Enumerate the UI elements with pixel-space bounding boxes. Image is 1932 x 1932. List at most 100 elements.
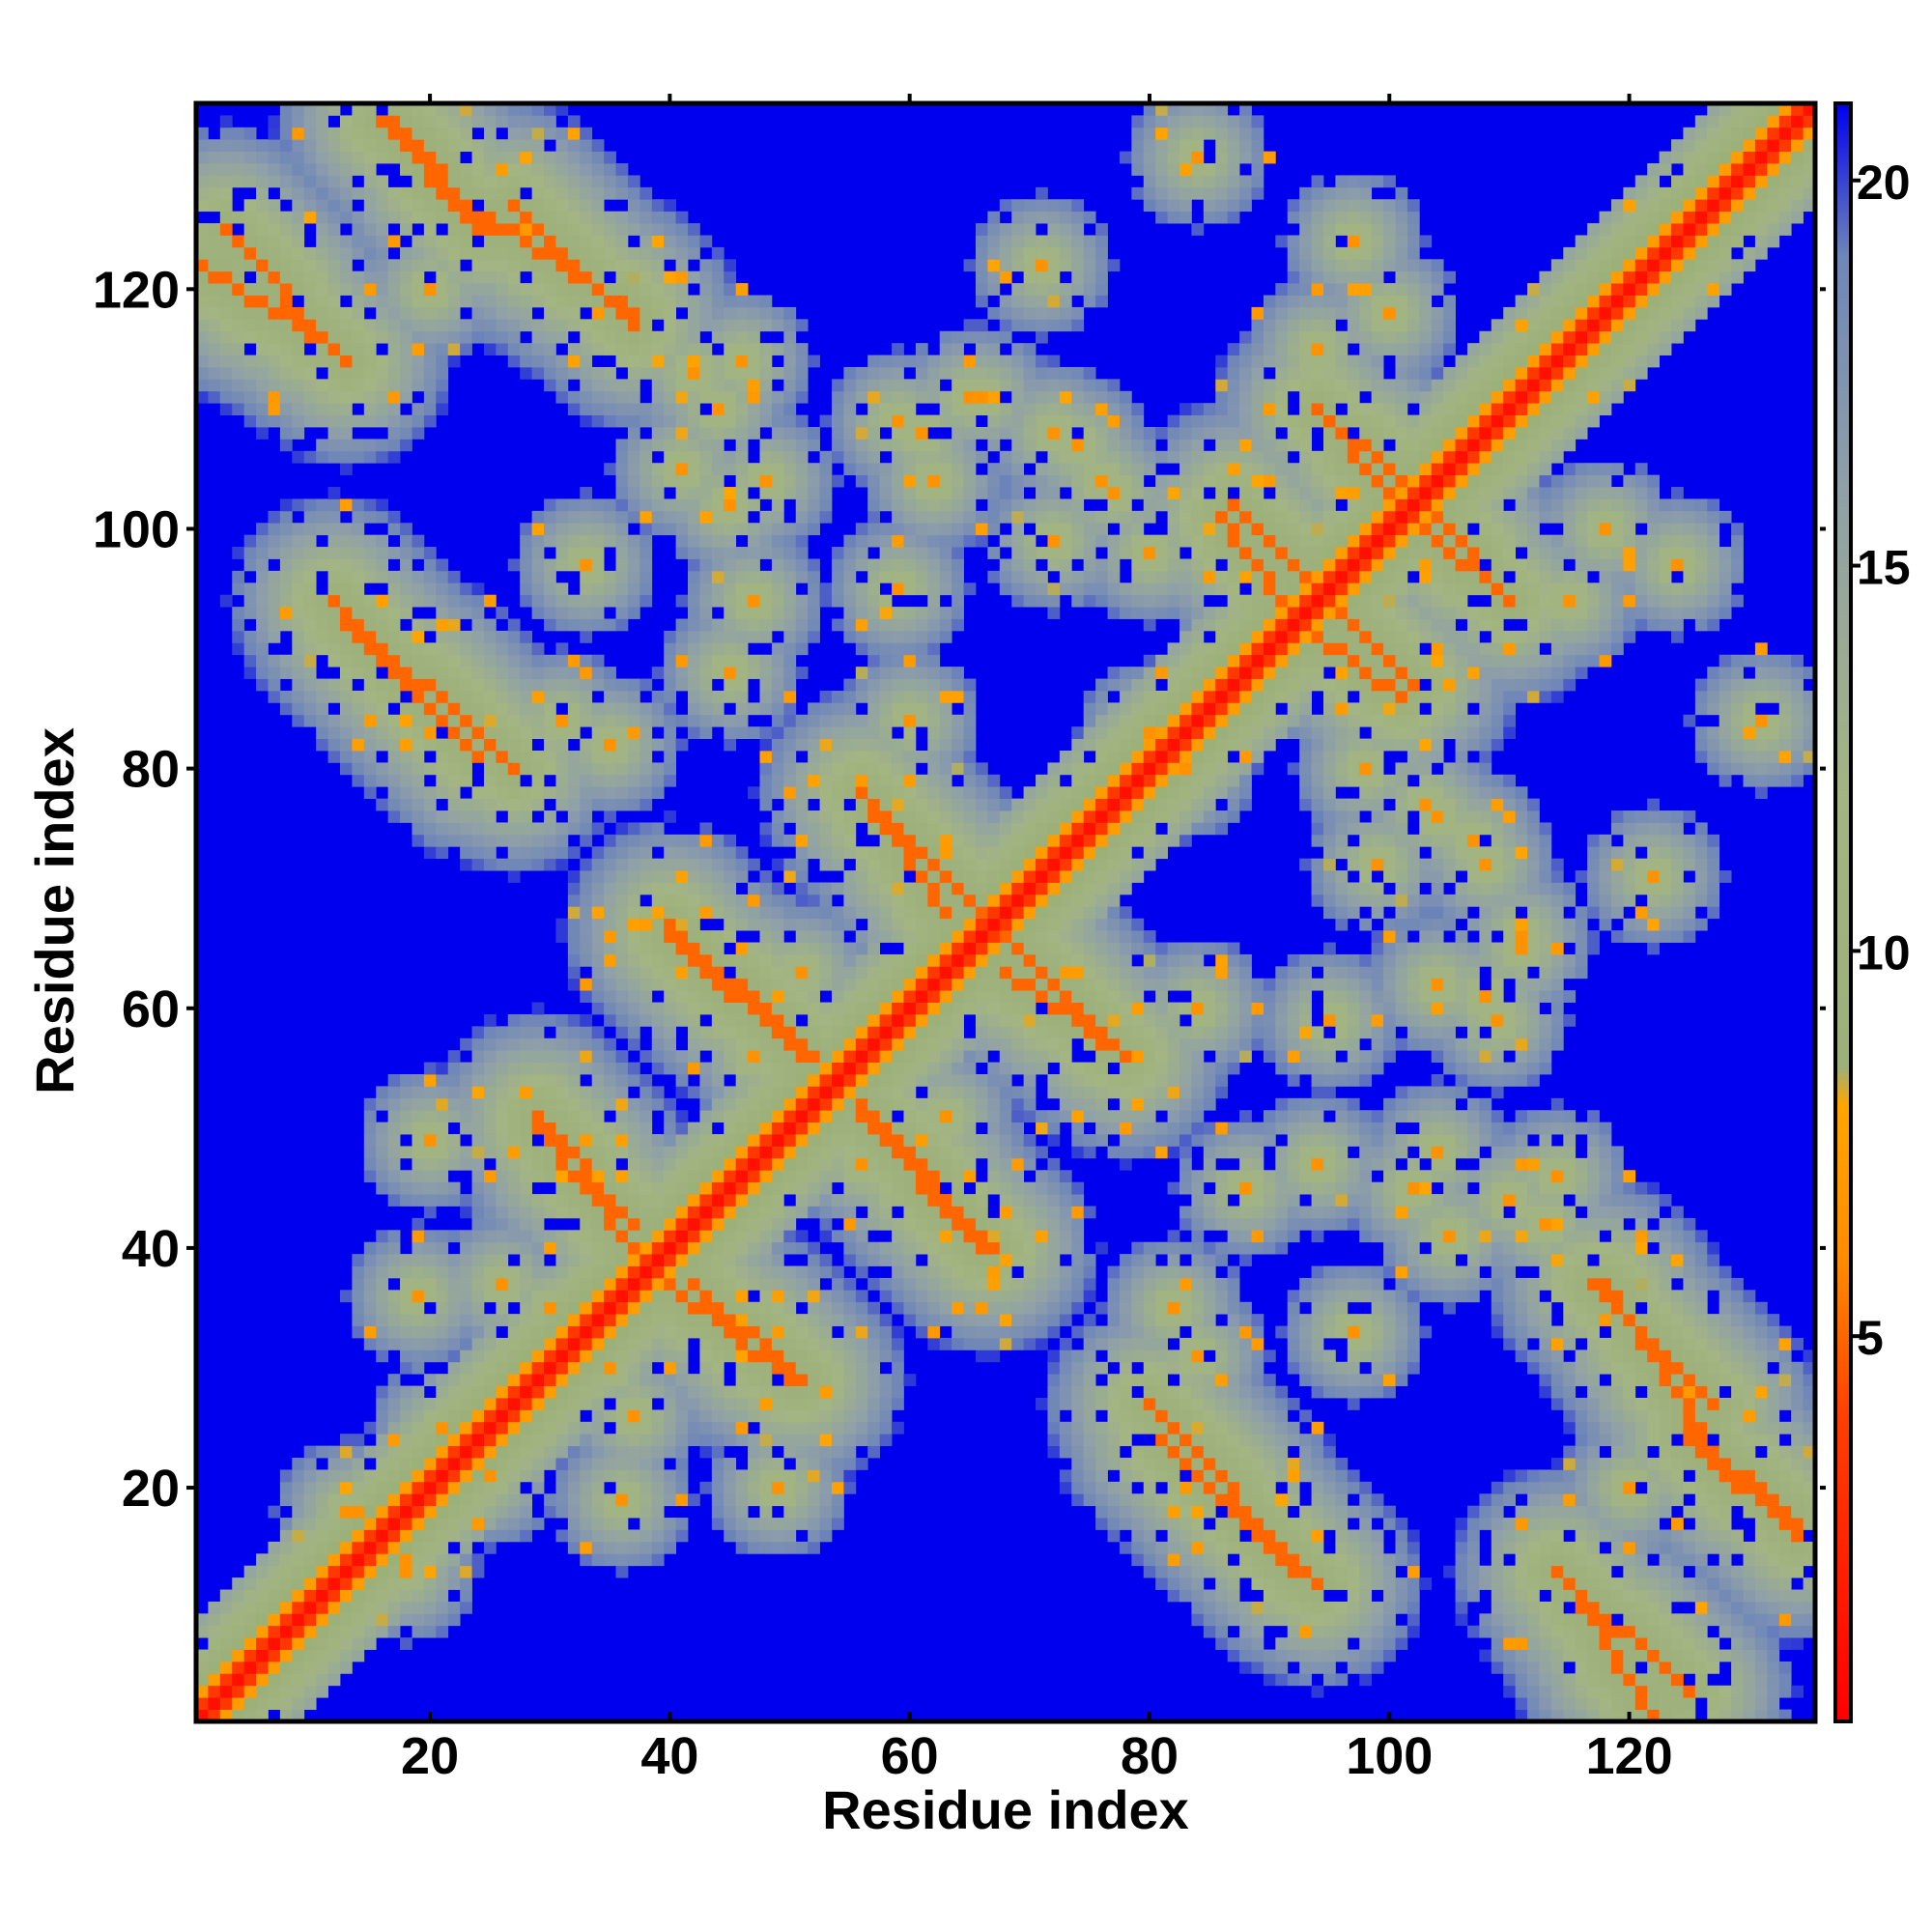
heatmap-cell bbox=[724, 642, 737, 656]
heatmap-cell bbox=[555, 1301, 569, 1315]
heatmap-cell bbox=[412, 1553, 425, 1567]
heatmap-cell bbox=[555, 1398, 569, 1410]
heatmap-cell bbox=[520, 594, 533, 608]
heatmap-cell bbox=[447, 1481, 461, 1494]
heatmap-cell bbox=[339, 246, 353, 260]
heatmap-cell bbox=[843, 953, 857, 967]
heatmap-cell bbox=[567, 1529, 581, 1543]
heatmap-cell bbox=[783, 570, 797, 583]
heatmap-cell bbox=[352, 702, 365, 716]
heatmap-cell bbox=[699, 1157, 713, 1171]
heatmap-cell bbox=[748, 343, 760, 355]
heatmap-cell bbox=[735, 450, 749, 464]
heatmap-cell bbox=[327, 558, 341, 572]
heatmap-cell bbox=[867, 474, 881, 488]
heatmap-cell bbox=[651, 930, 665, 943]
heatmap-cell bbox=[447, 1458, 461, 1470]
heatmap-cell bbox=[327, 439, 341, 452]
heatmap-cell bbox=[483, 1110, 497, 1123]
heatmap-cell bbox=[664, 1301, 676, 1315]
heatmap-cell bbox=[316, 295, 328, 308]
heatmap-cell bbox=[507, 1434, 521, 1447]
heatmap-cell bbox=[819, 738, 833, 752]
heatmap-cell bbox=[243, 223, 257, 236]
heatmap-cell bbox=[748, 1385, 760, 1399]
heatmap-cell bbox=[892, 1097, 904, 1111]
heatmap-cell bbox=[316, 714, 328, 727]
heatmap-cell bbox=[664, 498, 676, 512]
heatmap-cell bbox=[447, 714, 461, 727]
heatmap-cell bbox=[507, 1037, 521, 1051]
heatmap-cell bbox=[748, 607, 760, 619]
heatmap-cell bbox=[699, 1398, 713, 1410]
heatmap-cell bbox=[507, 1134, 521, 1147]
heatmap-cell bbox=[555, 534, 569, 548]
heatmap-cell bbox=[627, 702, 640, 716]
heatmap-cell bbox=[867, 582, 881, 596]
heatmap-cell bbox=[243, 1637, 257, 1650]
heatmap-cell bbox=[376, 1505, 389, 1519]
heatmap-cell bbox=[675, 918, 689, 931]
heatmap-cell bbox=[471, 1110, 485, 1123]
heatmap-cell bbox=[664, 1122, 676, 1135]
heatmap-cell bbox=[520, 1350, 533, 1363]
heatmap-cell bbox=[303, 1637, 317, 1650]
heatmap-cell bbox=[496, 654, 509, 668]
heatmap-cell bbox=[243, 1709, 257, 1722]
heatmap-cell bbox=[724, 487, 737, 499]
heatmap-cell bbox=[279, 702, 293, 716]
heatmap-cell bbox=[352, 1434, 365, 1447]
heatmap-cell bbox=[615, 1217, 629, 1231]
heatmap-cell bbox=[580, 1134, 593, 1147]
heatmap-cell bbox=[819, 1445, 833, 1459]
heatmap-cell bbox=[507, 798, 521, 811]
heatmap-cell bbox=[892, 1157, 904, 1171]
heatmap-cell bbox=[808, 1037, 820, 1051]
heatmap-cell bbox=[759, 1157, 773, 1171]
heatmap-cell bbox=[591, 1002, 605, 1015]
heatmap-cell bbox=[292, 678, 305, 692]
heatmap-cell bbox=[316, 1565, 328, 1578]
heatmap-cell bbox=[256, 343, 269, 355]
heatmap-cell bbox=[664, 523, 676, 536]
heatmap-cell bbox=[651, 942, 665, 955]
heatmap-cell bbox=[400, 1194, 412, 1207]
heatmap-cell bbox=[483, 798, 497, 811]
heatmap-cell bbox=[436, 127, 449, 140]
heatmap-cell bbox=[664, 1518, 676, 1530]
heatmap-cell bbox=[604, 1037, 616, 1051]
heatmap-cell bbox=[567, 1157, 581, 1171]
heatmap-cell bbox=[400, 390, 412, 404]
heatmap-cell bbox=[471, 151, 485, 164]
heatmap-cell bbox=[591, 379, 605, 392]
heatmap-cell bbox=[724, 523, 737, 536]
heatmap-cell bbox=[352, 1613, 365, 1627]
heatmap-cell bbox=[400, 582, 412, 596]
heatmap-cell bbox=[279, 259, 293, 272]
heatmap-cell bbox=[879, 990, 893, 1003]
heatmap-cell bbox=[544, 846, 556, 860]
heatmap-cell bbox=[831, 762, 844, 776]
heatmap-cell bbox=[303, 1661, 317, 1674]
heatmap-cell bbox=[783, 403, 797, 415]
heatmap-cell bbox=[352, 390, 365, 404]
heatmap-cell bbox=[483, 1290, 497, 1303]
heatmap-cell bbox=[544, 1337, 556, 1350]
heatmap-cell bbox=[520, 1361, 533, 1375]
heatmap-cell bbox=[507, 810, 521, 823]
heatmap-cell bbox=[460, 343, 472, 355]
heatmap-cell bbox=[400, 1458, 412, 1470]
heatmap-cell bbox=[580, 330, 593, 344]
heatmap-cell bbox=[615, 1146, 629, 1159]
heatmap-cell bbox=[520, 798, 533, 811]
heatmap-cell bbox=[555, 714, 569, 727]
heatmap-cell bbox=[555, 654, 569, 668]
heatmap-cell bbox=[604, 223, 616, 236]
heatmap-cell bbox=[268, 510, 281, 524]
heatmap-cell bbox=[268, 1661, 281, 1674]
heatmap-cell bbox=[783, 978, 797, 991]
heatmap-cell bbox=[724, 1518, 737, 1530]
heatmap-cell bbox=[483, 1026, 497, 1039]
heatmap-cell bbox=[711, 1050, 724, 1063]
heatmap-cell bbox=[520, 1217, 533, 1231]
